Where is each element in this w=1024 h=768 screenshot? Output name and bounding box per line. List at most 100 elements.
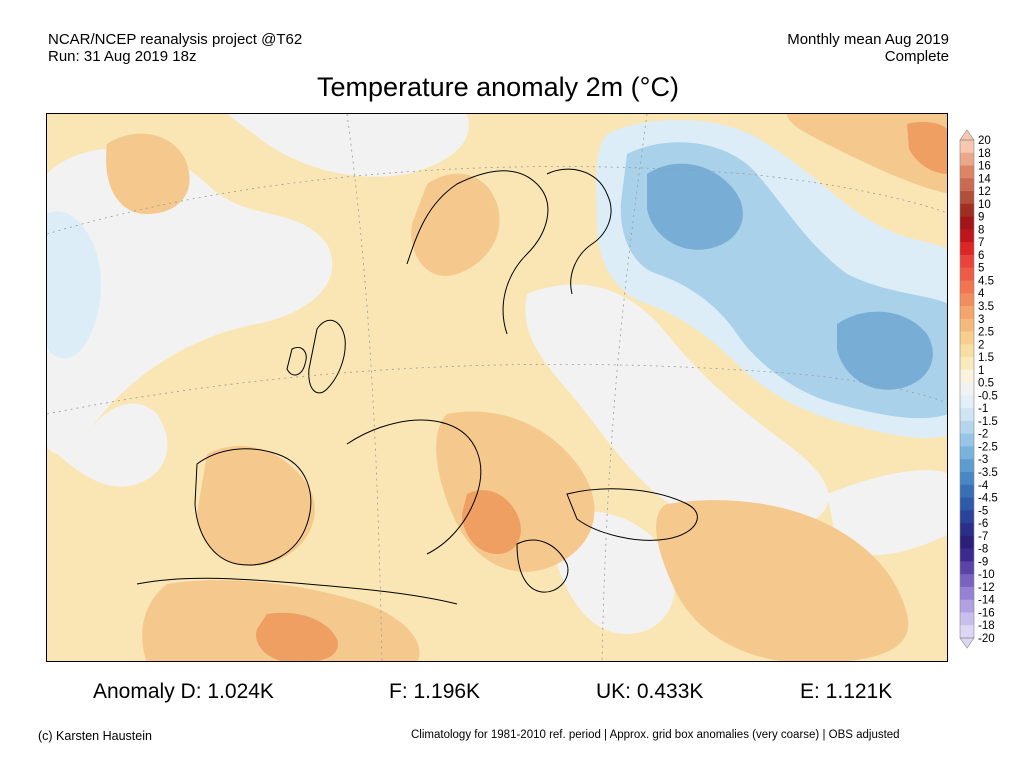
legend-label: -3.5 xyxy=(978,467,998,479)
legend-swatch xyxy=(960,599,974,613)
map-canvas xyxy=(47,114,947,661)
legend-swatch xyxy=(960,293,974,307)
legend-label: -0.5 xyxy=(978,390,998,402)
anomaly-d-value: Anomaly D: 1.024K xyxy=(93,680,274,703)
legend-label: -16 xyxy=(978,607,995,619)
legend-label: -14 xyxy=(978,595,995,607)
legend-label: -12 xyxy=(978,582,995,594)
legend-swatch xyxy=(960,420,974,435)
coast-scandinavia xyxy=(406,170,549,335)
legend-label: -6 xyxy=(978,518,988,530)
legend-label: -1 xyxy=(978,403,988,415)
cool-core-finland xyxy=(647,163,743,250)
coast-italy-region xyxy=(346,419,482,555)
legend-swatch xyxy=(960,561,974,575)
legend-label: 20 xyxy=(978,135,991,147)
legend-swatch xyxy=(960,331,974,345)
legend-label: -10 xyxy=(978,569,995,581)
legend-swatch xyxy=(960,510,974,524)
legend-swatch xyxy=(960,216,974,230)
legend-swatch xyxy=(960,191,974,205)
neutral-area-atlantic-south xyxy=(47,403,168,487)
warm-area-northeast xyxy=(787,114,947,194)
legend-swatch xyxy=(960,586,974,601)
legend-label: 6 xyxy=(978,250,984,262)
legend-label: 9 xyxy=(978,212,984,224)
coast-ireland xyxy=(286,347,307,376)
warm-area-scandinavia xyxy=(411,173,500,276)
legend-label: -2 xyxy=(978,429,988,441)
warm-area-iberia xyxy=(197,445,315,566)
legend-swatch xyxy=(960,178,974,192)
legend-swatch xyxy=(960,548,974,562)
status-label: Complete xyxy=(884,48,949,65)
legend-swatch xyxy=(960,229,974,243)
legend-label: -3 xyxy=(978,454,988,466)
legend-swatch xyxy=(960,612,974,626)
legend-label: 3 xyxy=(978,314,984,326)
warm-core-balkans xyxy=(462,490,521,554)
warm-core-northeast xyxy=(907,122,947,174)
legend-label: 2.5 xyxy=(978,327,994,339)
legend-canvas: 201816141210987654.543.532.521.510.5-0.5… xyxy=(959,129,998,649)
credit-label: (c) Karsten Haustein xyxy=(38,729,152,743)
legend-swatch xyxy=(960,344,974,358)
legend-arrow-bottom xyxy=(959,637,975,649)
legend-swatch xyxy=(960,203,974,218)
legend-swatch xyxy=(960,306,974,320)
legend-label: 1.5 xyxy=(978,352,994,364)
legend-label: -7 xyxy=(978,531,988,543)
legend-swatch xyxy=(960,497,974,511)
legend-label: 4.5 xyxy=(978,275,994,287)
legend-swatch xyxy=(960,152,974,167)
legend-swatch xyxy=(960,254,974,269)
warm-core-africa xyxy=(256,612,338,661)
anomaly-f-value: F: 1.196K xyxy=(389,680,481,703)
legend-label: -20 xyxy=(978,633,995,645)
legend-label: 4 xyxy=(978,288,985,300)
anomaly-uk-value: UK: 0.433K xyxy=(596,680,704,703)
anomaly-map xyxy=(46,113,948,662)
legend-swatch xyxy=(960,472,974,486)
coast-finland xyxy=(546,168,612,295)
legend-label: 18 xyxy=(978,148,991,160)
neutral-area-north xyxy=(227,114,469,177)
legend-label: -4.5 xyxy=(978,493,998,505)
legend-swatch xyxy=(960,408,974,422)
legend-label: 16 xyxy=(978,161,991,173)
legend-swatch xyxy=(960,459,974,473)
map-title: Temperature anomaly 2m (°C) xyxy=(317,72,679,102)
legend-label: 14 xyxy=(978,173,991,185)
legend-swatch xyxy=(960,446,974,460)
cool-core-ural xyxy=(837,311,933,390)
legend-arrow-top xyxy=(959,129,975,141)
header-left: NCAR/NCEP reanalysis project @T62 Run: 3… xyxy=(48,31,302,65)
anomaly-e-value: E: 1.121K xyxy=(800,680,893,703)
legend-swatch xyxy=(960,318,974,333)
legend-label: 0.5 xyxy=(978,378,994,390)
legend-swatch xyxy=(960,523,974,537)
run-label: Run: 31 Aug 2019 18z xyxy=(48,48,197,65)
neutral-area-east-europe xyxy=(525,284,829,535)
legend-label: 2 xyxy=(978,339,984,351)
legend-swatch xyxy=(960,280,974,294)
legend-label: 12 xyxy=(978,186,991,198)
period-label: Monthly mean Aug 2019 xyxy=(787,31,949,48)
coast-iberia xyxy=(194,448,312,566)
legend-label: -2.5 xyxy=(978,441,998,453)
legend-swatch xyxy=(960,369,974,384)
warm-area-atlantic xyxy=(106,133,190,214)
legend-label: 7 xyxy=(978,237,984,249)
warm-area-middle-east xyxy=(656,500,909,661)
legend-swatch xyxy=(960,140,974,154)
legend-label: -8 xyxy=(978,544,988,556)
legend-swatch xyxy=(960,267,974,281)
legend-swatch xyxy=(960,165,974,179)
color-legend: 20 18 16 14 12 10 9 8 7 6 5 4.5 4 3.5 3 2.5 2 1.5 1 0.5 -0.5… xyxy=(958,128,1018,652)
legend-label: -4 xyxy=(978,480,989,492)
legend-swatch xyxy=(960,484,974,499)
header-right: Monthly mean Aug 2019 Complete xyxy=(787,31,949,65)
coast-black-sea xyxy=(566,488,698,541)
legend-label: -5 xyxy=(978,505,988,517)
coast-britain xyxy=(308,319,346,394)
